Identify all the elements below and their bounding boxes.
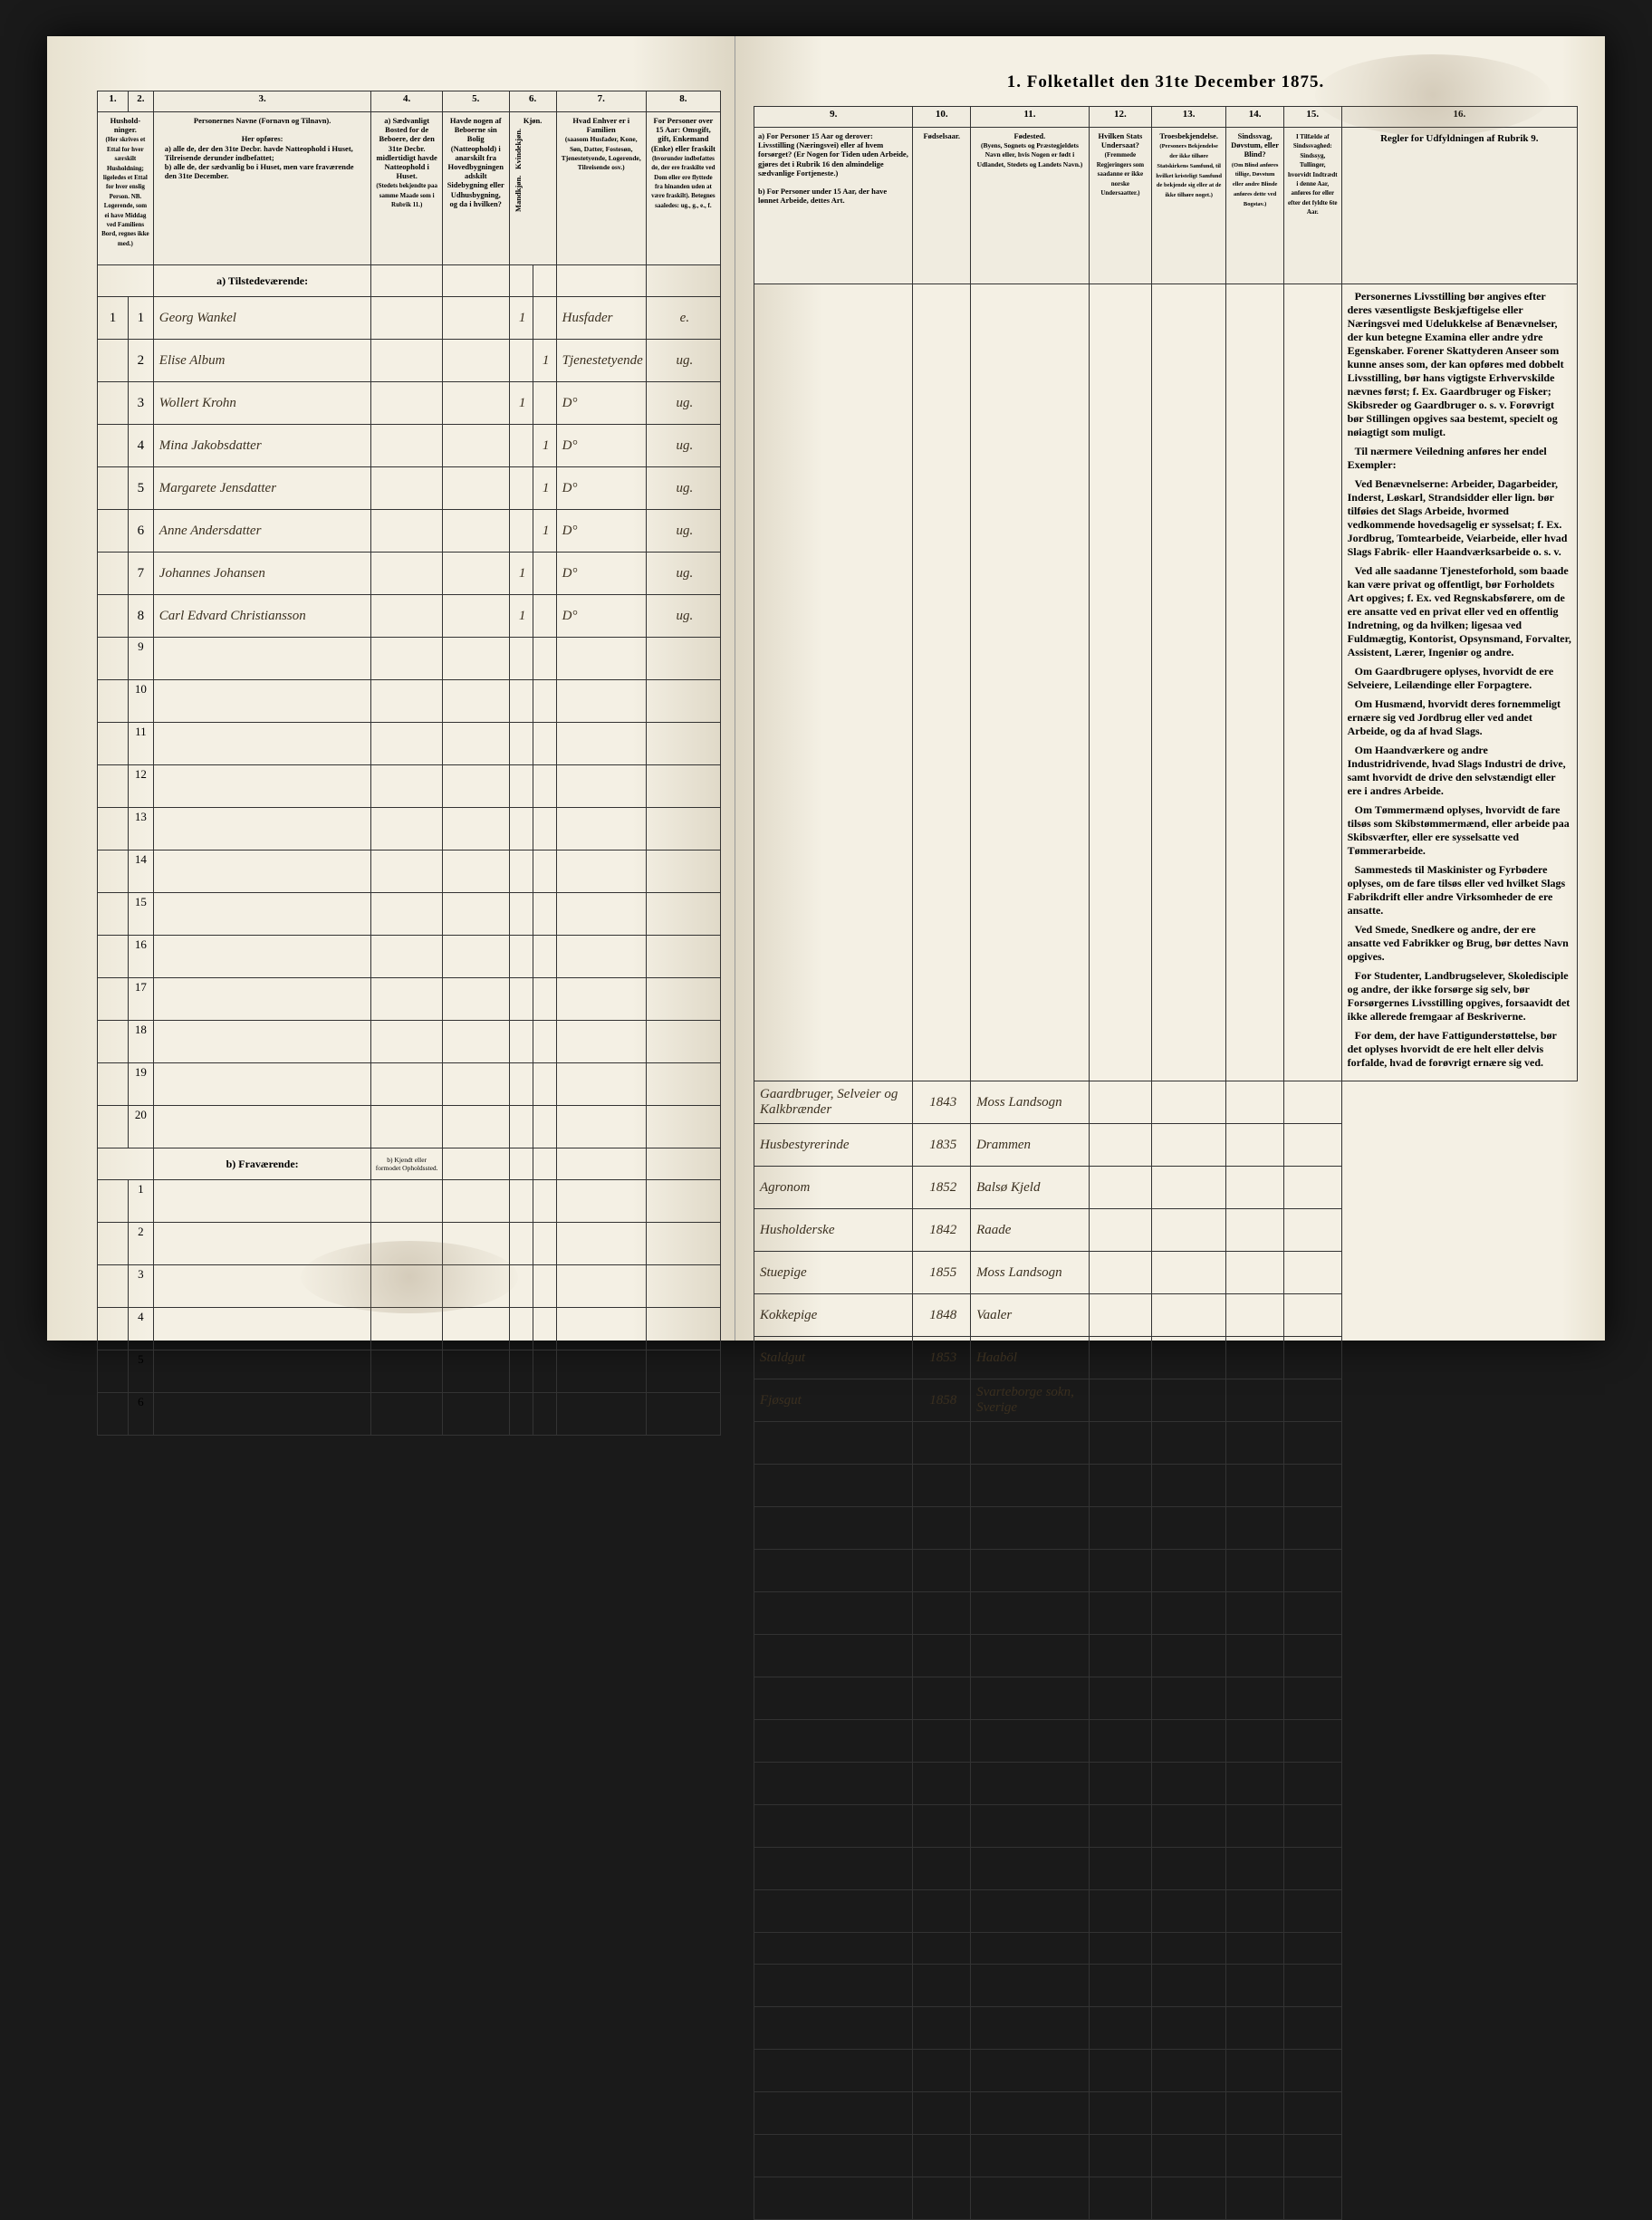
col-13: 13.: [1152, 107, 1226, 128]
table-row: 9: [98, 638, 721, 680]
table-row: [754, 2135, 1578, 2177]
table-row: [754, 1890, 1578, 1933]
table-row: [754, 1965, 1578, 2007]
col-6: 6.: [509, 91, 556, 112]
table-row: [754, 1422, 1578, 1465]
hdr-insanity: I Tilfælde af Sindssvaghed: Sindssyg, Tu…: [1283, 128, 1341, 284]
hdr-disability: Sindssvag, Døvstum, eller Blind? (Om Bli…: [1226, 128, 1284, 284]
header-row: a) For Personer 15 Aar og derover: Livss…: [754, 128, 1578, 284]
table-row: Staldgut1853Haaböl: [754, 1337, 1578, 1379]
table-row: Gaardbruger, Selveier og Kalkbrænder1843…: [754, 1081, 1578, 1124]
table-row: [754, 1848, 1578, 1890]
table-row: [754, 1507, 1578, 1550]
table-row: [754, 2177, 1578, 2220]
table-row: [754, 1805, 1578, 1848]
table-row: 3Wollert Krohn1D°ug.: [98, 382, 721, 425]
table-row: Fjøsgut1858Svarteborge sokn, Sverige: [754, 1379, 1578, 1422]
hdr-sex: Kjøn. Mandkjøn. Kvindekjøn.: [509, 112, 556, 265]
table-row: [754, 2007, 1578, 2050]
left-table: 1. 2. 3. 4. 5. 6. 7. 8. Hushold-ninger. …: [97, 91, 721, 1436]
hdr-birthyear: Fødselsaar.: [913, 128, 971, 284]
table-row: 14: [98, 851, 721, 893]
hdr-religion: Troesbekjendelse. (Personers Bekjendelse…: [1152, 128, 1226, 284]
table-row: 6: [98, 1393, 721, 1436]
hdr-names: Personernes Navne (Fornavn og Tilnavn). …: [153, 112, 371, 265]
paper-stain: [1315, 54, 1551, 136]
section-spacer: Personernes Livsstilling bør angives eft…: [754, 284, 1578, 1081]
col-3: 3.: [153, 91, 371, 112]
hdr-occupation: a) For Personer 15 Aar og derover: Livss…: [754, 128, 913, 284]
table-row: 19: [98, 1063, 721, 1106]
right-table: 9. 10. 11. 12. 13. 14. 15. 16. a) For Pe…: [754, 106, 1578, 2220]
hdr-rules: Regler for Udfyldningen af Rubrik 9.: [1341, 128, 1577, 284]
census-book: 1. 2. 3. 4. 5. 6. 7. 8. Hushold-ninger. …: [47, 36, 1605, 1341]
hdr-marital: For Personer over 15 Aar: Omsgift, gift,…: [646, 112, 720, 265]
table-row: 11: [98, 723, 721, 765]
colnum-row: 1. 2. 3. 4. 5. 6. 7. 8.: [98, 91, 721, 112]
col-14: 14.: [1226, 107, 1284, 128]
section-present: a) Tilstedeværende:: [98, 265, 721, 297]
table-row: 15: [98, 893, 721, 936]
table-row: [754, 1465, 1578, 1507]
col-8: 8.: [646, 91, 720, 112]
table-row: 5: [98, 1350, 721, 1393]
table-row: 8Carl Edvard Christiansson1D°ug.: [98, 595, 721, 638]
table-row: [754, 1550, 1578, 1592]
table-row: 6Anne Andersdatter1D°ug.: [98, 510, 721, 553]
table-row: 2Elise Album1Tjenestetyendeug.: [98, 340, 721, 382]
hdr-outbuilding: Havde nogen af Beboerne sin Bolig (Natte…: [442, 112, 509, 265]
paper-stain: [301, 1241, 518, 1313]
table-row: 16: [98, 936, 721, 978]
table-row: [754, 1635, 1578, 1677]
col-10: 10.: [913, 107, 971, 128]
table-row: 7Johannes Johansen1D°ug.: [98, 553, 721, 595]
col-7: 7.: [556, 91, 646, 112]
right-page: 1. Folketallet den 31te December 1875. 9…: [735, 36, 1605, 1341]
table-row: 10: [98, 680, 721, 723]
table-row: 5Margarete Jensdatter1D°ug.: [98, 467, 721, 510]
hdr-family-pos: Hvad Enhver er i Familien (saasom Husfad…: [556, 112, 646, 265]
table-row: 4Mina Jakobsdatter1D°ug.: [98, 425, 721, 467]
table-row: [754, 2050, 1578, 2092]
table-row: [754, 1592, 1578, 1635]
table-row: [754, 2092, 1578, 2135]
col-2: 2.: [129, 91, 154, 112]
col-5: 5.: [442, 91, 509, 112]
table-row: Agronom1852Balsø Kjeld: [754, 1167, 1578, 1209]
col-12: 12.: [1089, 107, 1151, 128]
col-11: 11.: [971, 107, 1090, 128]
hdr-birthplace: Fødested. (Byens, Sognets og Præstegjeld…: [971, 128, 1090, 284]
table-row: [754, 1763, 1578, 1805]
table-row: Husholderske1842Raade: [754, 1209, 1578, 1252]
table-row: Stuepige1855Moss Landsogn: [754, 1252, 1578, 1294]
hdr-nationality: Hvilken Stats Undersaat? (Fremmede Regje…: [1089, 128, 1151, 284]
table-row: 12: [98, 765, 721, 808]
left-page: 1. 2. 3. 4. 5. 6. 7. 8. Hushold-ninger. …: [47, 36, 735, 1341]
section-absent-r: [754, 1933, 1578, 1965]
table-row: 1: [98, 1180, 721, 1223]
hdr-residence: a) Sædvanligt Bosted for de Beboere, der…: [371, 112, 442, 265]
header-row: Hushold-ninger. (Her skrives et Ettal fo…: [98, 112, 721, 265]
table-row: Kokkepige1848Vaaler: [754, 1294, 1578, 1337]
rules-text: Personernes Livsstilling bør angives eft…: [1341, 284, 1577, 1081]
table-row: 11Georg Wankel1Husfadere.: [98, 297, 721, 340]
table-row: 18: [98, 1021, 721, 1063]
table-row: 4: [98, 1308, 721, 1350]
table-row: [754, 1677, 1578, 1720]
table-row: 20: [98, 1106, 721, 1148]
col-1: 1.: [98, 91, 129, 112]
col-9: 9.: [754, 107, 913, 128]
col-4: 4.: [371, 91, 442, 112]
hdr-households: Hushold-ninger. (Her skrives et Ettal fo…: [98, 112, 154, 265]
table-row: 17: [98, 978, 721, 1021]
table-row: 13: [98, 808, 721, 851]
section-absent: b) Fraværende: b) Kjendt eller formodet …: [98, 1148, 721, 1180]
table-row: [754, 1720, 1578, 1763]
table-row: Husbestyrerinde1835Drammen: [754, 1124, 1578, 1167]
